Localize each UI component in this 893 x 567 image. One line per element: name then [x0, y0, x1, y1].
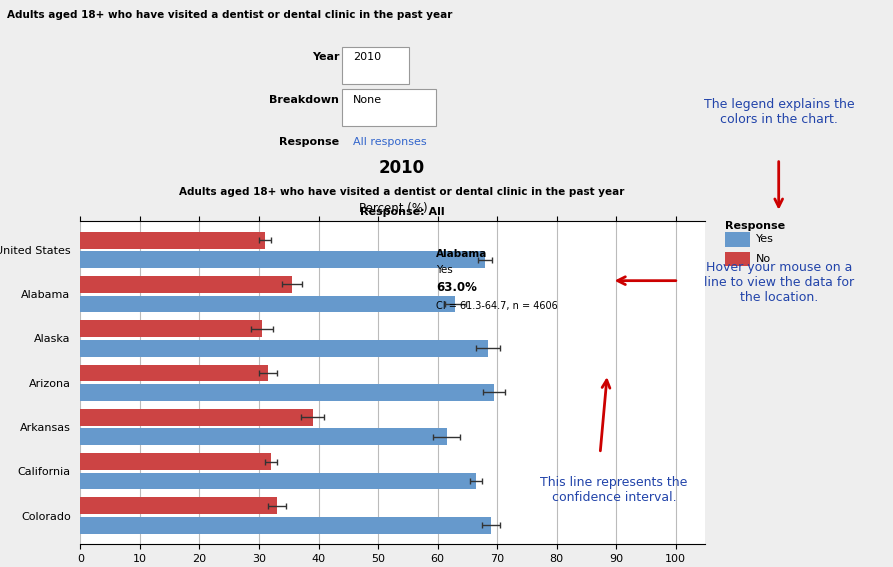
- Text: Alabama: Alabama: [437, 249, 488, 260]
- Text: Response: All: Response: All: [360, 208, 444, 218]
- Bar: [80, 473, 476, 489]
- Bar: [80, 340, 488, 357]
- Text: All responses: All responses: [353, 137, 426, 147]
- Text: 63.0%: 63.0%: [437, 281, 477, 294]
- Text: Adults aged 18+ who have visited a dentist or dental clinic in the past year: Adults aged 18+ who have visited a denti…: [179, 187, 624, 197]
- X-axis label: Percent (%): Percent (%): [359, 202, 427, 215]
- Bar: [80, 232, 265, 248]
- Bar: [80, 251, 485, 268]
- FancyBboxPatch shape: [725, 252, 750, 266]
- Text: Year: Year: [312, 52, 339, 62]
- FancyBboxPatch shape: [342, 89, 436, 126]
- Text: No: No: [756, 254, 772, 264]
- Text: 2010: 2010: [353, 52, 380, 62]
- Text: Response: Response: [725, 221, 785, 231]
- Text: CI = 61.3-64.7, n = 4606: CI = 61.3-64.7, n = 4606: [437, 301, 558, 311]
- Bar: [80, 409, 313, 426]
- Text: Response: Response: [280, 137, 339, 147]
- Bar: [80, 384, 494, 401]
- Bar: [80, 428, 447, 445]
- Text: Hover your mouse on a
line to view the data for
the location.: Hover your mouse on a line to view the d…: [704, 261, 855, 303]
- Text: Breakdown: Breakdown: [270, 95, 339, 105]
- Bar: [80, 295, 455, 312]
- Bar: [80, 365, 268, 382]
- Text: Adults aged 18+ who have visited a dentist or dental clinic in the past year: Adults aged 18+ who have visited a denti…: [7, 10, 453, 20]
- Bar: [80, 497, 277, 514]
- Bar: [80, 453, 271, 470]
- FancyBboxPatch shape: [342, 46, 409, 84]
- FancyBboxPatch shape: [725, 232, 750, 247]
- Bar: [80, 320, 262, 337]
- Text: Yes: Yes: [437, 265, 453, 275]
- Text: 2010: 2010: [379, 159, 425, 177]
- Bar: [80, 517, 491, 534]
- Text: Yes: Yes: [756, 234, 774, 244]
- Text: This line represents the
confidence interval.: This line represents the confidence inte…: [540, 476, 688, 505]
- Bar: [80, 276, 292, 293]
- Text: The legend explains the
colors in the chart.: The legend explains the colors in the ch…: [704, 98, 855, 126]
- Text: None: None: [353, 95, 382, 105]
